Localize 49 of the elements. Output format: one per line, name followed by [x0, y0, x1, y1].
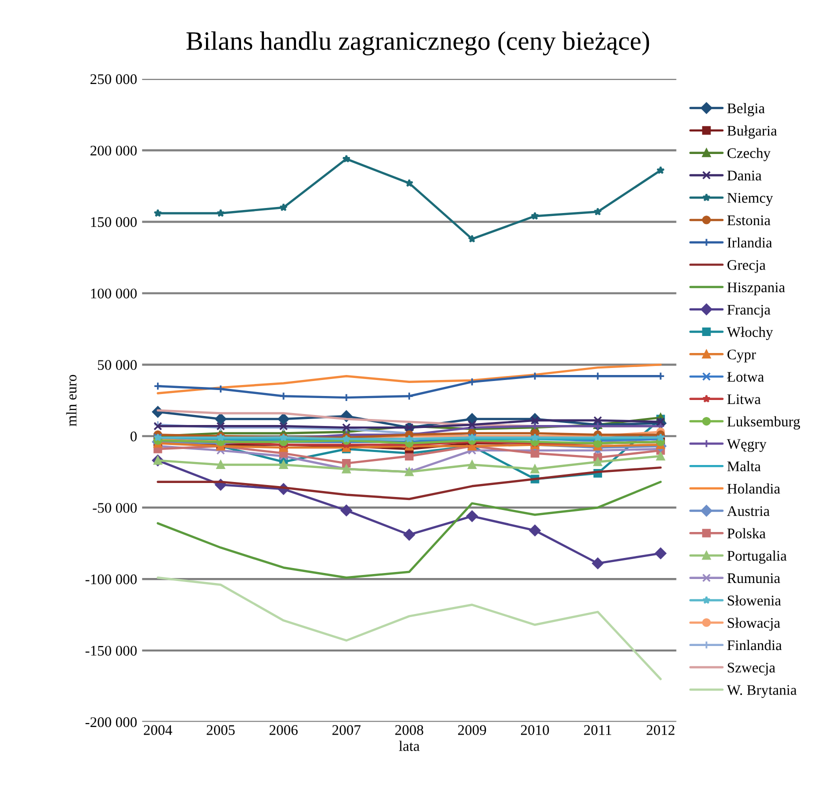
legend-label: Dania — [727, 170, 762, 180]
legend-label: Węgry — [726, 439, 766, 452]
x-tick-label: 2008 — [395, 725, 424, 735]
x-tick-label: 2007 — [332, 725, 361, 735]
y-axis-title: mln euro — [66, 374, 76, 426]
legend-label: Grecja — [727, 260, 766, 273]
x-tick-label: 2011 — [584, 725, 612, 735]
legend-label: Belgia — [727, 103, 765, 116]
y-tick-label: -100 000 — [86, 574, 137, 584]
y-tick-label: 200 000 — [90, 146, 137, 156]
x-tick-label: 2009 — [458, 725, 486, 735]
legend-label: Estonia — [727, 215, 770, 226]
legend-label: Francja — [727, 304, 770, 318]
legend-label: W. Brytania — [726, 685, 797, 698]
chart-title: Bilans handlu zagranicznego (ceny bieżące) — [186, 31, 650, 56]
legend-label: Polska — [727, 528, 766, 538]
legend-label: Bułgaria — [727, 125, 777, 139]
x-tick-label: 2012 — [646, 725, 674, 735]
legend-label: Finlandia — [727, 640, 782, 650]
legend-label: Hiszpania — [727, 282, 785, 296]
legend-label: Cypr — [727, 350, 756, 362]
legend-label: Włochy — [726, 326, 773, 340]
legend-label: Holandia — [727, 483, 780, 494]
x-axis-title: lata — [398, 740, 420, 751]
legend-label: Łotwa — [727, 372, 764, 382]
legend-label: Litwa — [727, 394, 761, 404]
y-tick-label: -200 000 — [86, 717, 137, 728]
legend-label: Słowacja — [728, 618, 780, 631]
legend-label: Rumunia — [727, 573, 780, 584]
y-tick-label: 100 000 — [91, 288, 137, 298]
y-tick-label: 0 — [130, 432, 137, 442]
legend-label: Słowenia — [728, 595, 781, 606]
legend-label: Irlandia — [727, 237, 772, 248]
x-tick-label: 2010 — [520, 725, 549, 735]
legend-label: Luksemburg — [727, 416, 800, 430]
legend-label: Czechy — [727, 148, 771, 162]
y-tick-label: 50 000 — [98, 360, 137, 370]
legend-label: Szwecja — [728, 662, 776, 676]
x-tick-label: 2006 — [270, 725, 298, 735]
x-tick-label: 2004 — [144, 725, 172, 735]
legend-label: Malta — [727, 461, 761, 472]
y-tick-label: -150 000 — [86, 646, 137, 656]
y-tick-label: -50 000 — [92, 502, 137, 513]
legend-label: Niemcy — [727, 193, 773, 206]
y-tick-label: 150 000 — [91, 217, 137, 227]
y-tick-label: 250 000 — [90, 74, 137, 84]
legend-label: Portugalia — [727, 550, 787, 564]
legend-label: Austria — [727, 506, 770, 516]
x-tick-label: 2005 — [206, 725, 235, 735]
